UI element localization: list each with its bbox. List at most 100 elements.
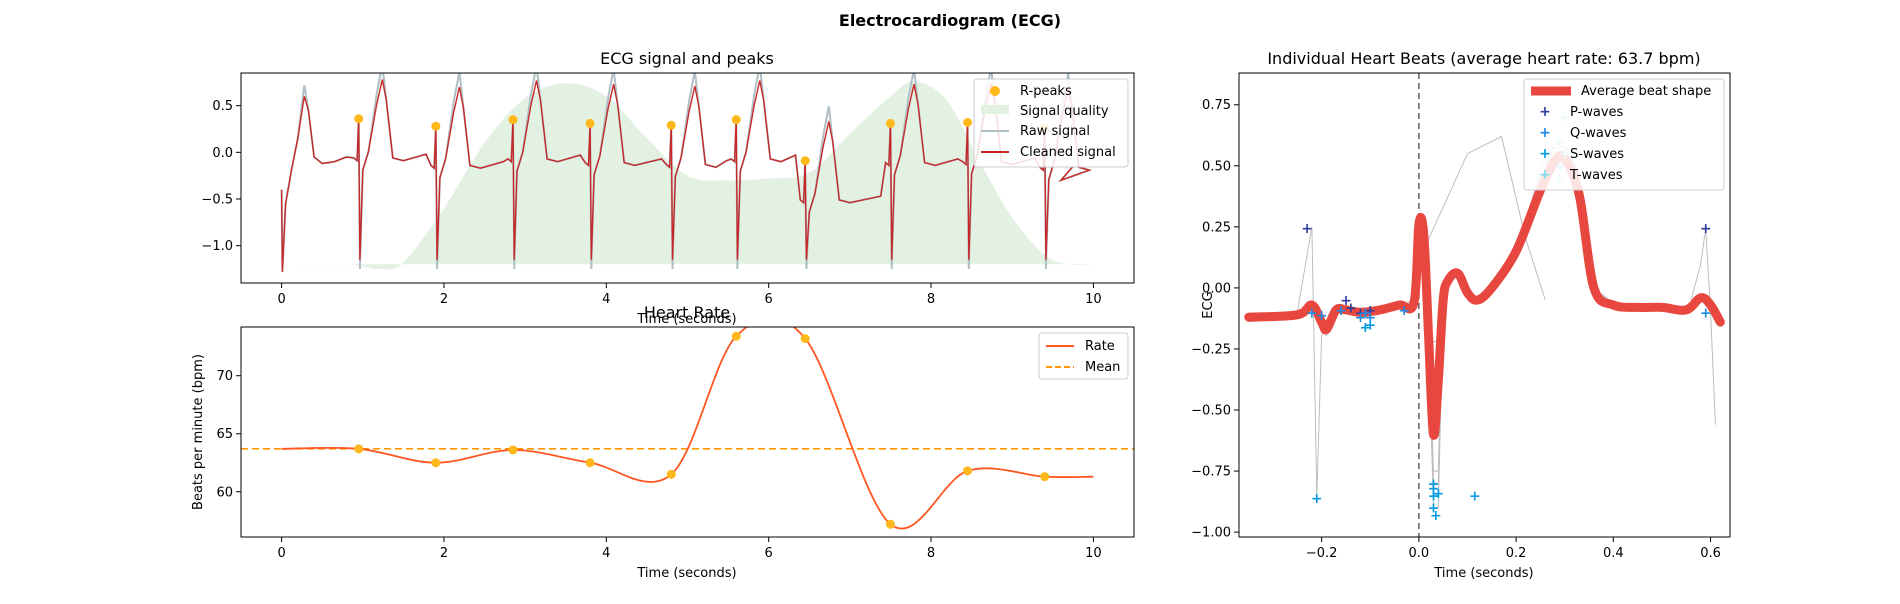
rate-peak-point	[731, 331, 741, 341]
beats-xlabel: Time (seconds)	[1433, 566, 1533, 581]
r-peak-point	[731, 115, 741, 125]
q-wave-marker: +	[1700, 305, 1712, 321]
beats-legend-s: S-waves	[1570, 147, 1624, 162]
beats-ytick-label: 0.25	[1202, 220, 1231, 235]
average-beat-line	[1244, 150, 1725, 440]
beats-xtick-label: 0.6	[1700, 546, 1721, 561]
beats-ytick-label: 0.75	[1202, 98, 1231, 113]
ecg-xtick-label: 0	[277, 292, 285, 307]
rate-legend-mean: Mean	[1085, 360, 1120, 375]
beats-xtick-label: −0.2	[1306, 546, 1338, 561]
rate-xlabel: Time (seconds)	[636, 566, 736, 581]
rate-peak-point	[431, 458, 441, 468]
ecg-title: ECG signal and peaks	[600, 49, 774, 68]
r-peak-point	[885, 118, 895, 128]
q-wave-marker: +	[1360, 305, 1372, 321]
beats-title: Individual Heart Beats (average heart ra…	[1267, 49, 1700, 68]
s-wave-marker: +	[1432, 486, 1444, 502]
r-peak-point	[963, 117, 973, 127]
ecg-legend-rpeaks: R-peaks	[1020, 84, 1072, 99]
p-wave-marker: +	[1700, 221, 1712, 237]
q-wave-marker: +	[1398, 303, 1410, 319]
ecg-ytick-label: −0.5	[201, 193, 233, 208]
s-wave-marker: +	[1430, 508, 1442, 524]
rate-peak-point	[885, 519, 895, 529]
cleaned-signal-line	[280, 79, 1092, 272]
beats-legend-q-marker: +	[1539, 125, 1551, 141]
beats-ylabel: ECG	[1201, 291, 1216, 318]
ecg-ytick-label: 0.5	[212, 99, 233, 114]
p-wave-marker: +	[1355, 305, 1367, 321]
ecg-panel: ECG signal and peaks 0 2 4 6 8 10 −1.0 −0.5 0.0…	[201, 49, 1135, 327]
p-wave-marker: +	[1340, 293, 1352, 309]
ecg-axes-frame	[240, 72, 1135, 284]
s-wave-marker: +	[1428, 501, 1440, 517]
beats-axes-frame	[1238, 72, 1731, 538]
ecg-legend-clean: Cleaned signal	[1020, 145, 1116, 160]
ecg-xtick-label: 8	[927, 292, 935, 307]
s-wave-marker: +	[1364, 318, 1376, 334]
beats-legend-t-marker: +	[1539, 167, 1551, 183]
rate-xtick-label: 0	[277, 546, 285, 561]
beats-legend-t: T-waves	[1569, 168, 1623, 183]
p-wave-marker: +	[1364, 303, 1376, 319]
s-wave-marker: +	[1469, 488, 1481, 504]
rate-legend-rate: Rate	[1085, 339, 1115, 354]
beats-legend-s-marker: +	[1539, 146, 1551, 162]
s-wave-marker: +	[1428, 481, 1440, 497]
beats-ytick-label: −0.75	[1191, 465, 1231, 480]
rate-xtick-label: 10	[1085, 546, 1102, 561]
beats-ytick-label: 0.50	[1202, 159, 1231, 174]
individual-beat-line	[1690, 228, 1716, 425]
p-wave-marker: +	[1345, 300, 1357, 316]
ecg-legend-quality-swatch	[981, 105, 1009, 114]
individual-beat-line	[1428, 135, 1546, 301]
rate-title: Heart Rate	[644, 303, 730, 322]
q-wave-marker: +	[1306, 305, 1318, 321]
beats-ytick-label: 0.00	[1202, 281, 1231, 296]
beats-xtick-label: 0.4	[1603, 546, 1624, 561]
beats-legend-p-marker: +	[1539, 104, 1551, 120]
beats-legend-p: P-waves	[1570, 105, 1624, 120]
rate-axes-frame	[240, 326, 1135, 538]
r-peak-point	[508, 115, 518, 125]
heart-rate-line	[281, 327, 1094, 530]
rate-peak-point	[585, 458, 595, 468]
rate-peak-point	[508, 445, 518, 455]
beats-xtick-label: 0.2	[1506, 546, 1527, 561]
beats-ytick-label: −0.50	[1191, 404, 1231, 419]
s-wave-marker: +	[1360, 320, 1372, 336]
rate-legend: Rate Mean	[1038, 332, 1129, 380]
beats-legend-q: Q-waves	[1570, 126, 1627, 141]
ecg-legend: R-peaks Signal quality Raw signal Cleane…	[973, 78, 1129, 168]
r-peak-point	[354, 114, 364, 124]
ecg-xtick-label: 4	[602, 292, 610, 307]
r-peak-point	[585, 118, 595, 128]
beats-ytick-label: −0.25	[1191, 342, 1231, 357]
rate-panel: Heart Rate 0 2 4 6 8 10 60 65 70 Time (seconds)…	[191, 303, 1135, 581]
individual-beat-line	[1248, 162, 1721, 509]
q-wave-marker: +	[1364, 310, 1376, 326]
q-wave-marker: +	[1355, 310, 1367, 326]
ecg-xtick-label: 6	[765, 292, 773, 307]
beats-xtick-label: 0.0	[1409, 546, 1430, 561]
rate-peak-point	[800, 334, 810, 344]
ecg-xtick-label: 10	[1085, 292, 1102, 307]
q-wave-marker: +	[1316, 308, 1328, 324]
figure-title: Electrocardiogram (ECG)	[839, 11, 1061, 30]
rate-xtick-label: 4	[602, 546, 610, 561]
s-wave-marker: +	[1428, 488, 1440, 504]
r-peak-point	[800, 156, 810, 166]
r-peak-point	[431, 121, 441, 131]
p-wave-marker: +	[1301, 221, 1313, 237]
rate-peak-point	[354, 444, 364, 454]
r-peak-point	[666, 120, 676, 130]
beats-panel: Individual Heart Beats (average heart ra…	[1191, 49, 1731, 581]
rate-xtick-label: 2	[440, 546, 448, 561]
ecg-ytick-label: 0.0	[212, 146, 233, 161]
rate-ytick-label: 65	[216, 427, 233, 442]
ecg-legend-raw: Raw signal	[1020, 124, 1090, 139]
rate-ylabel: Beats per minute (bpm)	[191, 354, 206, 510]
